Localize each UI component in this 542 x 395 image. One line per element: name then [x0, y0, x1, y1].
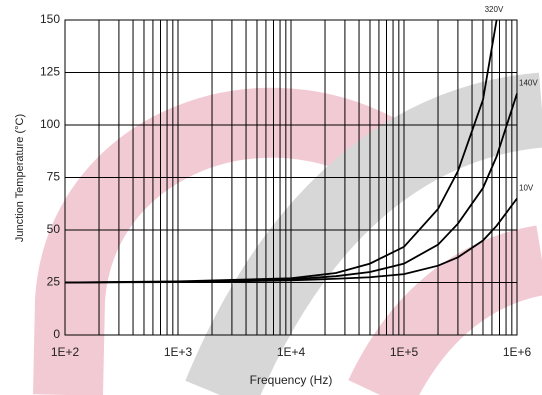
plot-frame [64, 19, 518, 336]
y-tick-label: 25 [47, 275, 61, 289]
y-tick-label: 150 [40, 12, 60, 26]
x-tick-label: 1E+4 [277, 345, 306, 359]
y-tick-label: 0 [53, 327, 60, 341]
x-axis-title: Frequency (Hz) [250, 373, 333, 387]
y-tick-label: 125 [40, 65, 60, 79]
y-tick-label: 100 [40, 117, 60, 131]
x-tick-label: 1E+2 [51, 345, 80, 359]
series-line [64, 197, 518, 284]
x-tick-label: 1E+6 [503, 345, 532, 359]
series-label: 10V [519, 184, 534, 193]
watermark-arc [33, 87, 397, 395]
y-tick-label: 75 [47, 170, 61, 184]
series-label: 140V [519, 79, 538, 88]
x-tick-label: 1E+5 [390, 345, 419, 359]
watermark-arc [348, 225, 542, 395]
x-tick-label: 1E+3 [164, 345, 193, 359]
y-tick-label: 50 [47, 222, 61, 236]
series-label: 320V [485, 5, 504, 14]
y-axis-title: Junction Temperature (°C) [14, 114, 26, 242]
